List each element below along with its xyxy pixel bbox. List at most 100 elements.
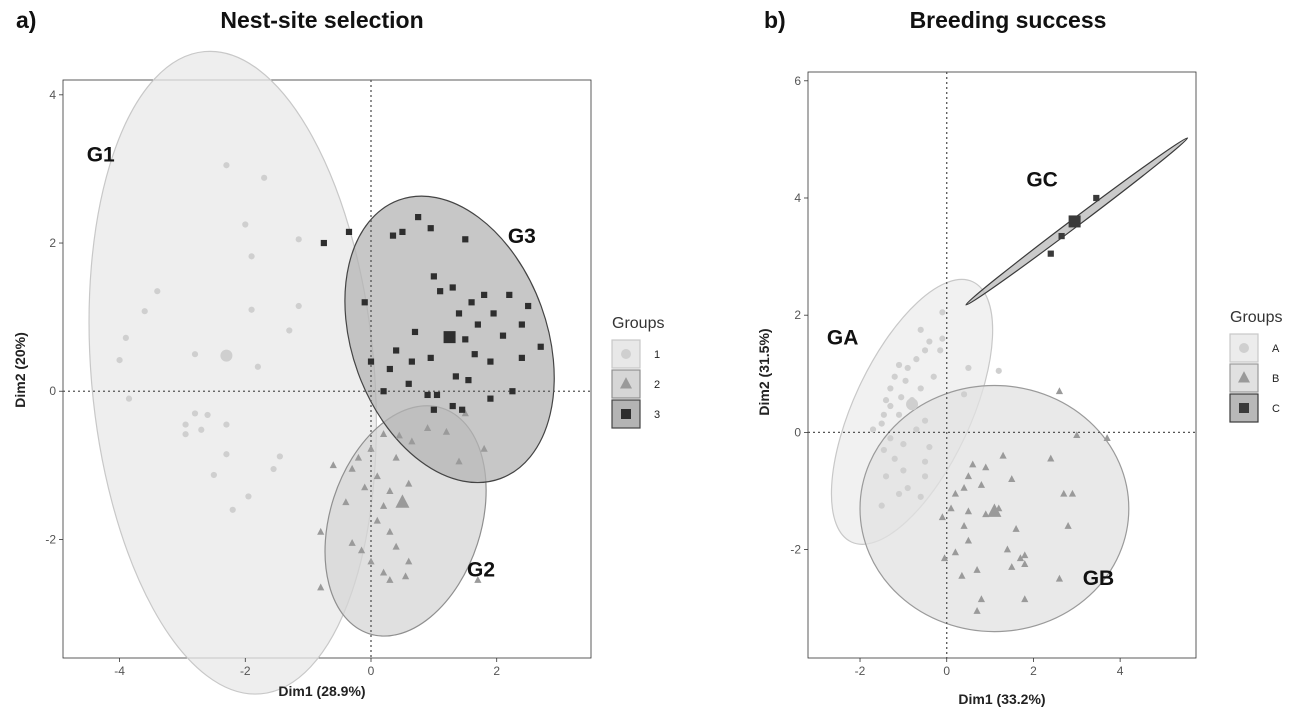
panel-a-legend-label-1: 1 <box>654 349 660 361</box>
panel-a-point-3 <box>490 310 497 317</box>
panel-b-group-label-GA: GA <box>827 326 859 349</box>
panel-a-point-3 <box>430 406 437 413</box>
panel-a-centroid-2 <box>395 494 410 508</box>
panel-a-point-1 <box>245 493 252 500</box>
panel-b-point-B <box>1064 522 1072 529</box>
panel-b-point-B <box>969 460 977 468</box>
panel-b-point-B <box>1055 574 1064 582</box>
panel-a-point-1 <box>229 506 236 513</box>
panel-a-point-3 <box>455 310 463 317</box>
panel-b-x-tick-label: -2 <box>855 664 866 678</box>
panel-a-point-3 <box>389 232 397 239</box>
panel-b-point-A <box>891 455 898 462</box>
panel-a-point-2 <box>480 444 488 452</box>
panel-b-legend-title: Groups <box>1230 309 1282 326</box>
panel-a-point-1 <box>295 302 302 310</box>
panel-a-y-tick-label: 2 <box>49 236 56 250</box>
panel-a-legend-marker-2 <box>620 377 632 389</box>
panel-a-point-1 <box>122 334 129 341</box>
panel-a-point-3 <box>462 236 469 243</box>
panel-a-point-3 <box>474 321 481 328</box>
panel-a-point-3 <box>367 358 375 365</box>
panel-b-point-B <box>1068 489 1077 497</box>
panel-b-centroid-B <box>987 503 1002 517</box>
panel-b-point-A <box>882 473 890 480</box>
panel-a-point-1 <box>270 465 277 473</box>
panel-b-point-B <box>960 483 968 491</box>
panel-b-point-A <box>887 402 894 410</box>
panel-b-point-B <box>1060 489 1068 497</box>
panel-a-point-3 <box>506 291 513 298</box>
panel-b-point-A <box>880 411 887 418</box>
panel-a-point-3 <box>525 302 532 310</box>
panel-a-x-axis-label: Dim1 (28.9%) <box>278 683 365 699</box>
panel-a-point-3 <box>487 395 494 402</box>
panel-b-point-A <box>887 435 894 442</box>
panel-b-point-B <box>1103 434 1111 441</box>
panel-b-point-B <box>958 571 966 579</box>
panel-b-centroid-C <box>1068 215 1081 228</box>
panel-a-point-3 <box>433 391 441 399</box>
panel-b-point-A <box>926 338 933 345</box>
panel-a-x-tick-label: -4 <box>114 664 125 678</box>
panel-a-point-2 <box>401 572 410 580</box>
panel-b-point-B <box>1012 524 1020 532</box>
panel-a-point-2 <box>405 557 413 565</box>
panel-a-point-3 <box>427 225 434 232</box>
panel-b-point-B <box>1008 563 1016 570</box>
panel-b-point-A <box>887 385 894 392</box>
panel-a-point-1 <box>223 421 230 428</box>
panel-b-point-B <box>999 451 1007 459</box>
panel-a-legend-marker-1 <box>621 349 631 359</box>
panel-b-x-tick-label: 2 <box>1030 664 1037 678</box>
panel-b-point-A <box>995 367 1002 374</box>
panel-b-points <box>869 194 1111 614</box>
panel-b-point-B <box>1008 475 1016 483</box>
panel-b-point-B <box>938 513 946 521</box>
panel-a-point-2 <box>442 427 451 435</box>
panel-a-point-2 <box>379 568 388 576</box>
panel-b-point-B <box>982 463 990 471</box>
panel-b-point-A <box>921 417 929 424</box>
panel-b-point-A <box>921 347 929 354</box>
panel-a-point-3 <box>345 228 353 236</box>
panel-b-point-A <box>878 420 885 427</box>
panel-b-point-B <box>940 554 949 562</box>
panel-a-point-1 <box>261 174 268 181</box>
panel-a-point-2 <box>455 457 463 465</box>
panel-b-point-A <box>917 493 924 500</box>
panel-a-point-2 <box>354 453 363 461</box>
panel-b-title: Breeding success <box>910 7 1107 33</box>
panel-b-legend-marker-B <box>1238 371 1250 383</box>
panel-b-point-B <box>947 504 955 512</box>
panel-b-point-B <box>1021 551 1029 559</box>
panel-a-point-2 <box>392 453 400 461</box>
panel-a-point-2 <box>361 483 369 491</box>
panel-b-point-C <box>1058 232 1065 240</box>
panel-a-point-2 <box>367 557 375 565</box>
panel-a-point-2 <box>395 431 403 439</box>
panel-b-point-A <box>939 335 946 342</box>
panel-a-points <box>116 162 544 591</box>
panel-a-point-3 <box>320 239 327 247</box>
panel-b-point-A <box>939 309 946 316</box>
panel-a-legend-key-2 <box>611 369 641 399</box>
panel-a-point-3 <box>415 213 422 221</box>
panel-b-y-axis-label: Dim2 (31.5%) <box>756 328 772 415</box>
panel-b-point-A <box>882 397 890 404</box>
panel-a-point-1 <box>276 453 283 460</box>
panel-a-title: Nest-site selection <box>220 7 423 33</box>
panel-a-point-1 <box>242 221 249 228</box>
panel-a-point-3 <box>509 388 516 395</box>
panel-a-legend-title: Groups <box>612 315 664 332</box>
panel-a-ellipses <box>88 50 555 695</box>
panel-b-point-B <box>977 595 986 603</box>
panel-a-y-tick-label: 0 <box>49 384 56 398</box>
panel-b-point-A <box>891 373 898 380</box>
panel-a-point-1 <box>286 327 293 334</box>
panel-b-point-B <box>964 472 973 480</box>
panel-a-point-1 <box>254 363 261 370</box>
panel-a-point-3 <box>430 273 437 280</box>
panel-b-point-B <box>1003 545 1012 553</box>
panel-a-x-tick-label: -2 <box>240 664 251 678</box>
